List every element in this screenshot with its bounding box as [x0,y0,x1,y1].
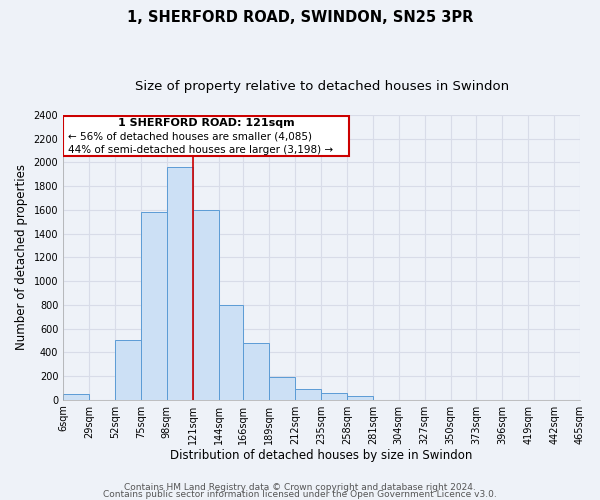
Bar [244,343,269,400]
Title: Size of property relative to detached houses in Swindon: Size of property relative to detached ho… [134,80,509,93]
Bar [115,340,141,400]
Text: Contains HM Land Registry data © Crown copyright and database right 2024.: Contains HM Land Registry data © Crown c… [124,484,476,492]
Bar [193,210,218,400]
Text: 1, SHERFORD ROAD, SWINDON, SN25 3PR: 1, SHERFORD ROAD, SWINDON, SN25 3PR [127,10,473,25]
Bar [218,305,244,400]
FancyBboxPatch shape [63,116,349,156]
Text: Contains public sector information licensed under the Open Government Licence v3: Contains public sector information licen… [103,490,497,499]
X-axis label: Distribution of detached houses by size in Swindon: Distribution of detached houses by size … [170,450,473,462]
Bar [347,396,373,400]
Text: ← 56% of detached houses are smaller (4,085): ← 56% of detached houses are smaller (4,… [68,132,313,141]
Bar [167,167,193,400]
Text: 44% of semi-detached houses are larger (3,198) →: 44% of semi-detached houses are larger (… [68,146,334,156]
Bar [141,212,167,400]
Text: 1 SHERFORD ROAD: 121sqm: 1 SHERFORD ROAD: 121sqm [118,118,295,128]
Bar [321,393,347,400]
Bar [295,389,321,400]
Bar [63,394,89,400]
Bar [269,377,295,400]
Y-axis label: Number of detached properties: Number of detached properties [15,164,28,350]
